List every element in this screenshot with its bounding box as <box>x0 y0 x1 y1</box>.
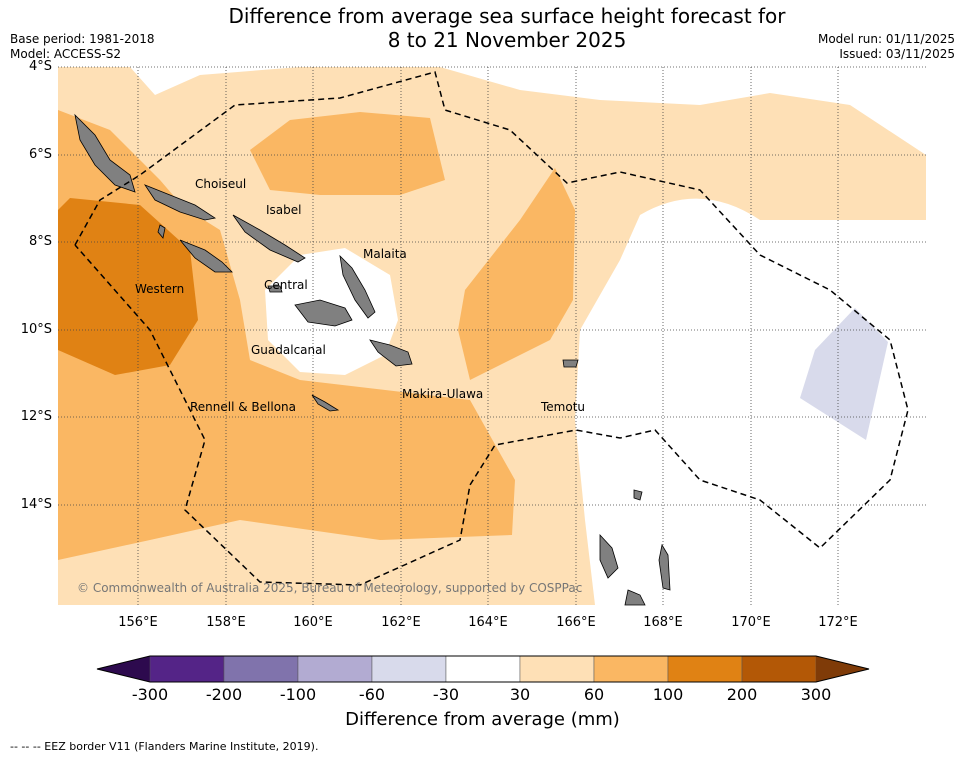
label-temotu: Temotu <box>540 400 585 414</box>
vanuatu-north-island <box>599 533 619 579</box>
lon-label-160e: 160°E <box>293 615 333 630</box>
lon-label-156e: 156°E <box>118 615 158 630</box>
lat-label-10s: 10°S <box>20 322 52 337</box>
colorbar-tick: -30 <box>432 685 460 704</box>
colorbar-segment <box>667 655 743 683</box>
eez-legend-note: -- -- -- EEZ border V11 (Flanders Marine… <box>10 740 319 753</box>
label-rennell-bellona: Rennell & Bellona <box>190 400 296 414</box>
band-60-100-east <box>458 168 575 380</box>
lon-label-162e: 162°E <box>381 615 421 630</box>
model-info: Base period: 1981-2018 Model: ACCESS-S2 <box>10 32 155 62</box>
copyright-notice: © Commonwealth of Australia 2025, Bureau… <box>77 581 582 595</box>
model-run: Model run: 01/11/2025 <box>817 32 955 46</box>
label-central: Central <box>264 278 308 292</box>
band-30-60-south <box>58 565 440 605</box>
colorbar-tick: -300 <box>131 685 169 704</box>
eez-borders <box>74 71 909 586</box>
band-negative-patch <box>800 308 888 440</box>
new-georgia-island <box>179 239 233 273</box>
label-western: Western <box>135 282 184 296</box>
run-info: Model run: 01/11/2025 Issued: 03/11/2025 <box>818 32 955 62</box>
graticule <box>58 66 926 605</box>
lon-label-168e: 168°E <box>643 615 683 630</box>
lon-label-172e: 172°E <box>818 615 858 630</box>
label-isabel: Isabel <box>266 203 301 217</box>
colorbar-tick: 30 <box>509 685 531 704</box>
vanuatu-east-island <box>658 543 671 591</box>
colorbar-tick: 300 <box>800 685 832 704</box>
colorbar-label: Difference from average (mm) <box>345 709 620 730</box>
colorbar-tick: -100 <box>279 685 317 704</box>
malaita-island <box>339 254 376 319</box>
colorbar-extend-low <box>97 656 150 682</box>
colorbar-segment <box>519 655 595 683</box>
model-name: Model: ACCESS-S2 <box>10 47 122 61</box>
central-islands <box>267 285 283 293</box>
lon-label-170e: 170°E <box>731 615 771 630</box>
bougainville-island <box>74 113 136 193</box>
isabel-island <box>232 214 306 263</box>
base-period: Base period: 1981-2018 <box>10 32 155 46</box>
band-neutral-east <box>575 198 926 605</box>
makira-island <box>369 339 413 367</box>
label-malaita: Malaita <box>363 247 407 261</box>
issued-date: Issued: 03/11/2025 <box>839 47 955 61</box>
colorbar-tick: 60 <box>583 685 605 704</box>
title-line-1: Difference from average sea surface heig… <box>228 4 786 28</box>
lat-label-4s: 4°S <box>28 59 52 74</box>
santa-cruz-island <box>562 359 579 368</box>
map-title: Difference from average sea surface heig… <box>0 4 965 52</box>
label-choiseul: Choiseul <box>195 177 246 191</box>
colorbar-segment <box>297 655 373 683</box>
vanuatu-central-island <box>624 589 646 606</box>
colorbar-outline <box>96 655 870 683</box>
colorbar-segment <box>593 655 669 683</box>
band-60-100-north <box>250 112 445 195</box>
lat-label-8s: 8°S <box>28 234 52 249</box>
guadalcanal-island <box>294 299 353 327</box>
lat-label-6s: 6°S <box>28 147 52 162</box>
colorbar-tick: -200 <box>205 685 243 704</box>
lat-label-14s: 14°S <box>20 497 52 512</box>
lon-label-164e: 164°E <box>468 615 508 630</box>
colorbar <box>96 655 870 683</box>
colorbar-tick: 200 <box>726 685 758 704</box>
lon-label-158e: 158°E <box>206 615 246 630</box>
torres-islands <box>633 489 643 501</box>
title-line-2: 8 to 21 November 2025 <box>387 28 627 52</box>
colorbar-tick: 100 <box>652 685 684 704</box>
label-guadalcanal: Guadalcanal <box>251 343 326 357</box>
colorbar-segment <box>223 655 299 683</box>
anomaly-shading <box>58 67 926 605</box>
band-neutral-north <box>58 67 926 155</box>
colorbar-extend-high <box>816 656 869 682</box>
solomon-eez-border <box>74 71 909 586</box>
colorbar-segment <box>371 655 447 683</box>
land <box>74 113 671 606</box>
lon-label-166e: 166°E <box>556 615 596 630</box>
label-makira-ulawa: Makira-Ulawa <box>402 387 483 401</box>
colorbar-segment <box>445 655 521 683</box>
colorbar-segment <box>741 655 817 683</box>
colorbar-segment <box>149 655 225 683</box>
lat-label-12s: 12°S <box>20 409 52 424</box>
choiseul-island <box>143 184 217 221</box>
shortland-island <box>157 224 166 239</box>
colorbar-tick: -60 <box>358 685 386 704</box>
rennell-island <box>311 394 340 412</box>
